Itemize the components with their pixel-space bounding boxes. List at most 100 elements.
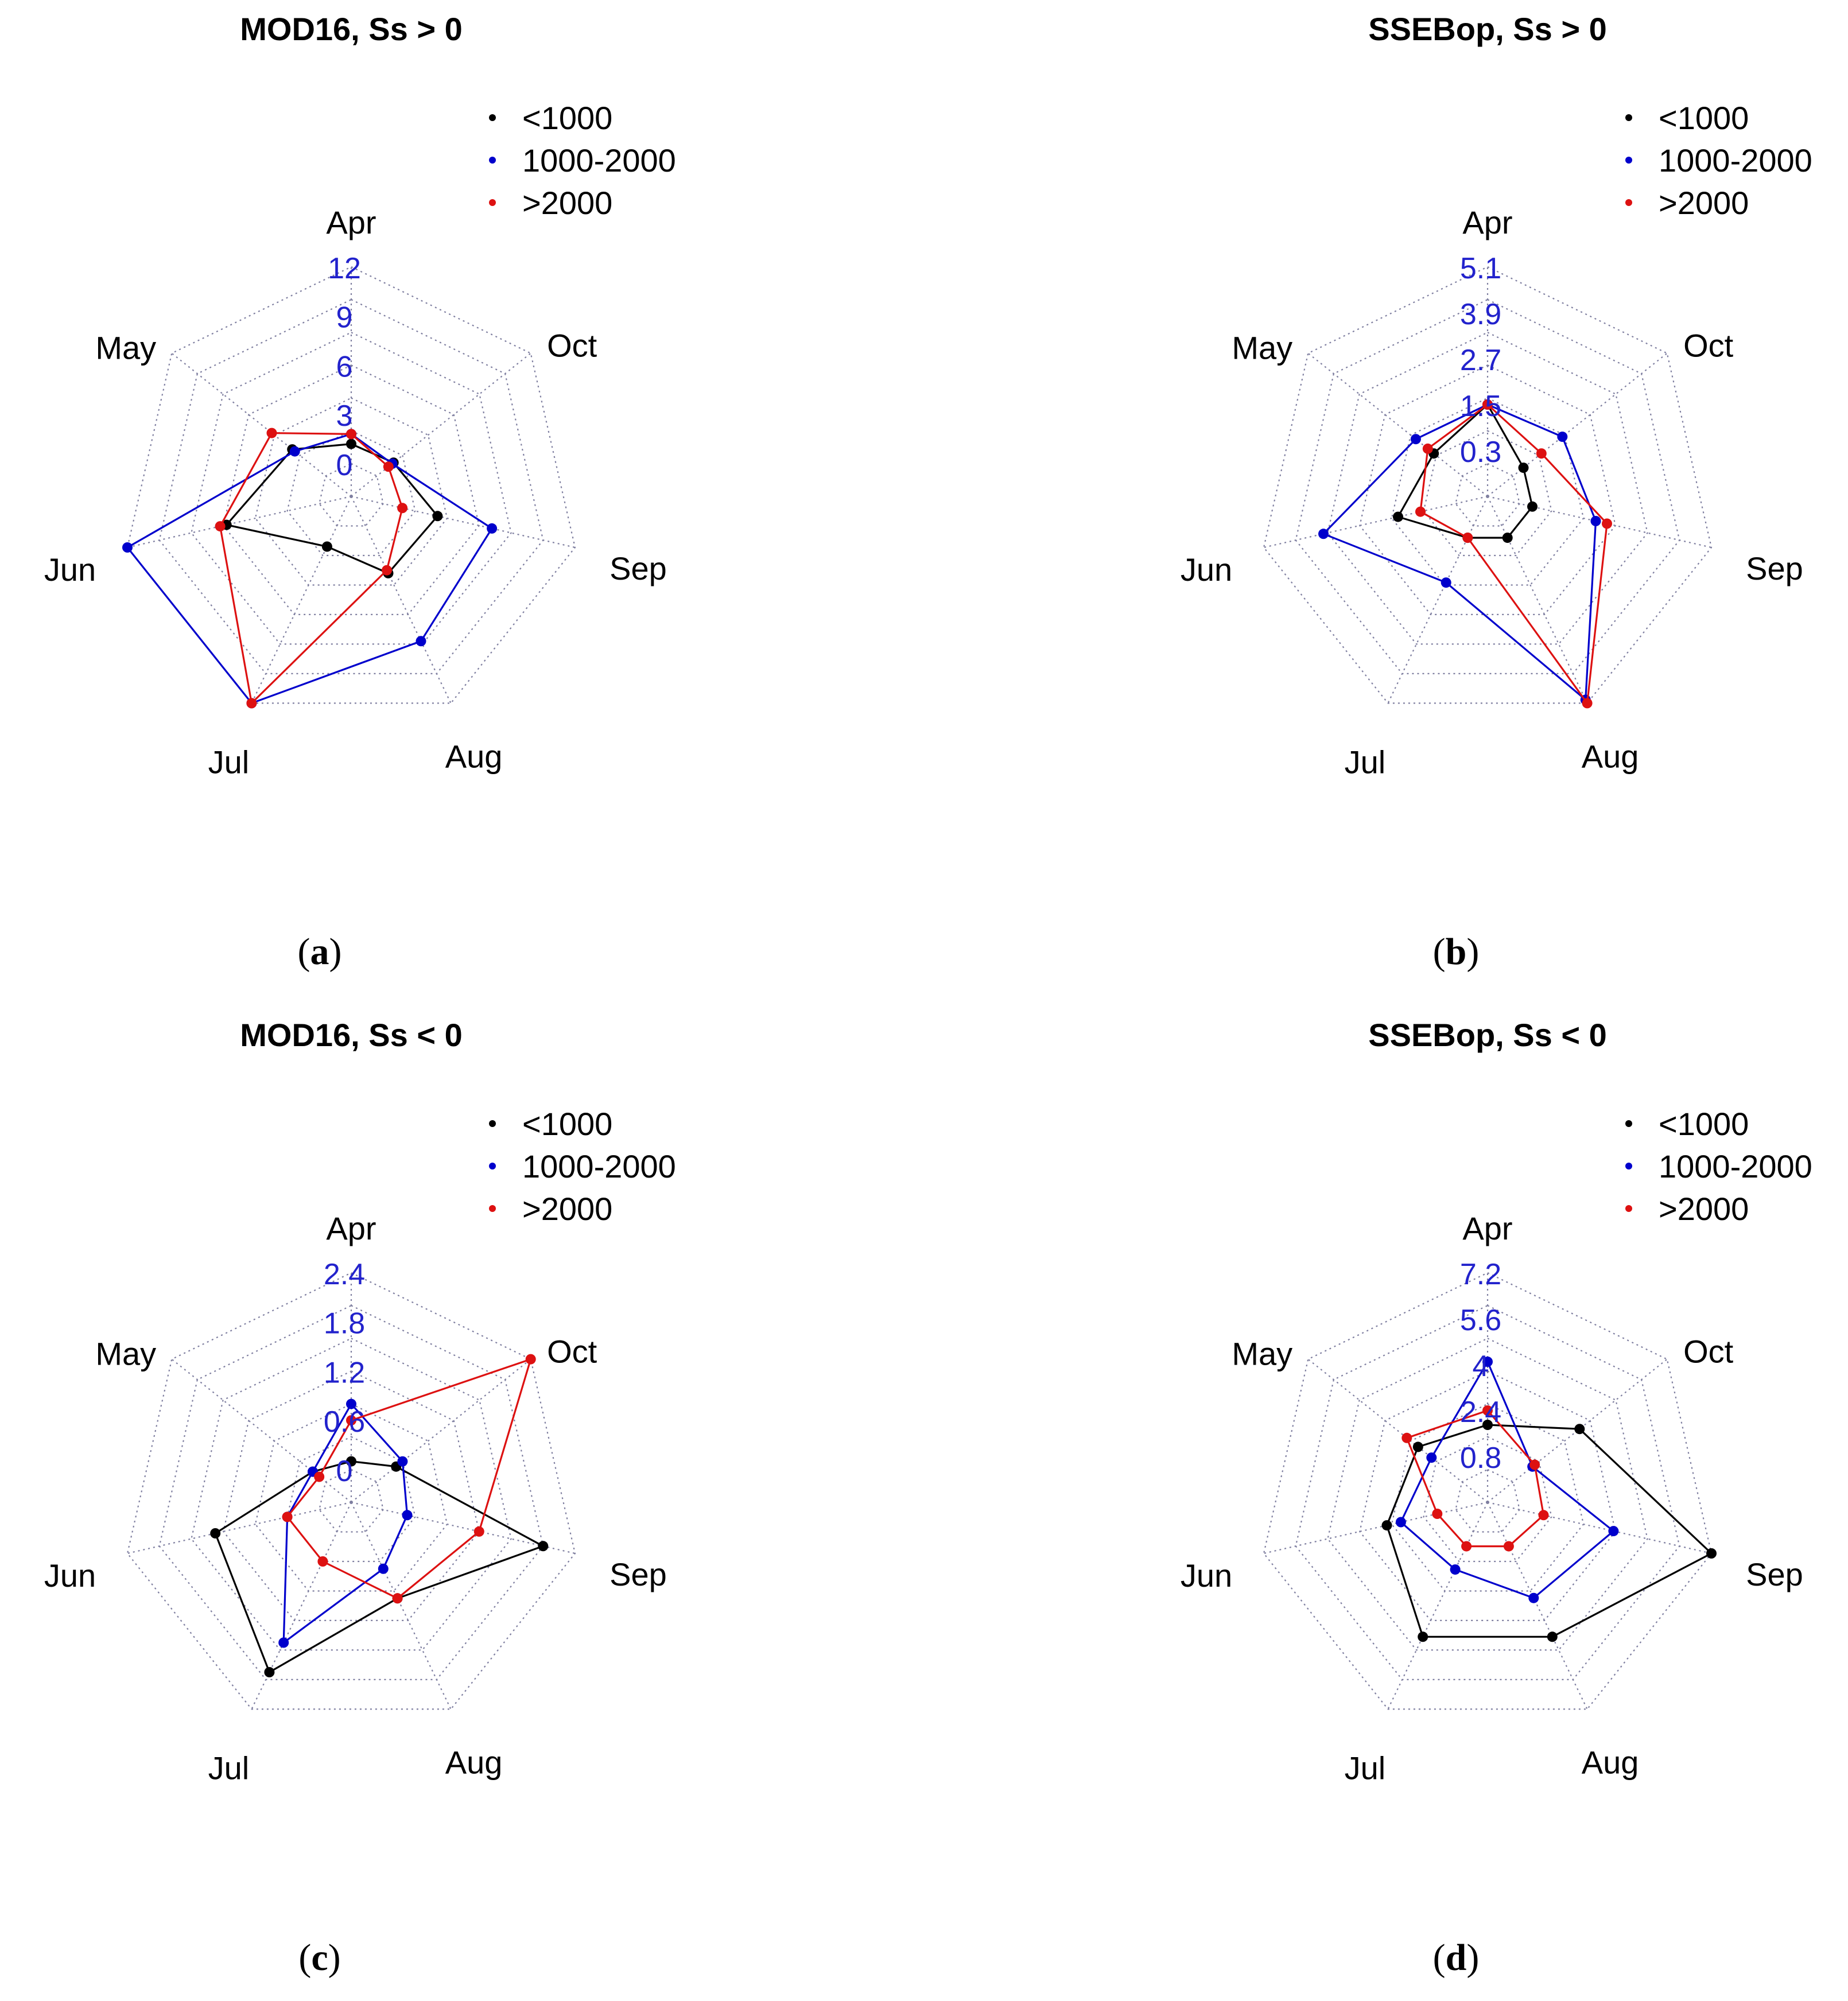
series-1 [278,1398,413,1648]
data-point [1401,1432,1412,1443]
legend-marker [489,1163,496,1169]
data-point [1482,1420,1493,1430]
data-point [1502,533,1513,543]
data-point [1529,1459,1540,1470]
panel-caption: (d) [1433,1937,1480,1979]
grid-ring [1327,332,1648,645]
axis-label-oct: Oct [547,328,597,364]
data-point [473,1526,484,1537]
data-point [1461,1541,1472,1552]
series-line [286,1358,533,1600]
tick-label: 5.6 [1460,1304,1501,1337]
grid-ring [1359,364,1616,616]
data-point [1426,1452,1437,1463]
data-point [1557,432,1568,442]
grid-spoke [251,496,352,704]
series-line [224,442,439,574]
grid-spoke [1263,495,1488,549]
grid-ring [1391,1403,1585,1592]
data-point [1503,1541,1514,1552]
panel-title: SSEBop, Ss > 0 [1368,11,1607,47]
legend-entry: 1000-2000 [522,142,676,178]
grid-spoke [351,495,576,549]
grid-spoke [171,1358,352,1503]
grid-spoke [1487,1502,1588,1709]
legend-marker [489,114,496,121]
data-point [278,1637,289,1648]
data-point [289,446,300,457]
data-point [346,1398,356,1409]
data-point [1706,1548,1717,1559]
data-point [1482,1405,1493,1416]
series-2 [1401,1405,1549,1552]
axis-label-may: May [1232,1336,1292,1372]
grid-spoke [351,352,531,497]
data-point [210,1528,221,1538]
series-line [1396,403,1533,539]
legend-entry: >2000 [522,185,612,221]
data-point [1547,1631,1558,1642]
tick-label: 3 [336,399,353,433]
series-1 [1318,399,1601,705]
data-point [397,503,408,514]
grid-spoke [1487,496,1588,704]
axis-label-jun: Jun [44,551,96,588]
tick-label: 0 [336,449,353,482]
series-line [1322,403,1597,702]
data-point [1528,1592,1539,1603]
series-line [219,432,403,705]
legend-entry: 1000-2000 [1659,1148,1812,1184]
legend-marker [1625,199,1632,206]
axis-label-may: May [95,330,156,366]
legend-marker [1625,157,1632,164]
data-point [346,1456,356,1467]
grid-spoke [351,1358,531,1503]
tick-label: 12 [328,252,361,285]
data-point [215,521,226,532]
data-point [1418,1631,1428,1642]
data-point [1441,577,1451,588]
data-point [1574,1424,1585,1435]
grid-ring [1391,397,1585,586]
axis-label-may: May [95,1336,156,1372]
data-point [383,461,394,472]
data-point [1415,506,1426,517]
axis-label-sep: Sep [1746,1556,1803,1592]
data-point [392,1593,403,1604]
data-point [1432,1509,1443,1519]
legend-entry: >2000 [1659,1191,1749,1227]
series-line [1419,403,1608,706]
grid-ring [1327,1338,1648,1651]
axis-label-sep: Sep [609,550,667,586]
series-line [126,433,494,705]
panel-caption: (a) [298,931,342,973]
legend-marker [1625,1163,1632,1169]
axis-label-oct: Oct [1683,1334,1734,1370]
grid-spoke [351,1502,452,1709]
grid-spoke [127,495,352,549]
tick-label: 2.4 [1460,1396,1501,1429]
tick-label: 3.9 [1460,298,1501,331]
data-point [1538,1510,1549,1521]
data-point [416,636,426,647]
data-point [1582,698,1593,709]
axis-label-aug: Aug [445,738,503,774]
data-point [1518,463,1529,473]
legend-marker [1625,1205,1632,1212]
axis-label-oct: Oct [547,1334,597,1370]
series-line [282,1402,409,1645]
legend-marker [1625,1120,1632,1127]
series-2 [282,1354,536,1604]
grid-spoke [351,496,452,704]
axis-label-apr: Apr [1462,1210,1512,1246]
axis-label-jun: Jun [44,1557,96,1594]
axis-label-aug: Aug [445,1744,503,1780]
tick-label: 0 [336,1455,353,1488]
data-point [538,1541,549,1552]
grid-ring [223,1370,480,1621]
data-point [346,438,356,449]
tick-label: 2.4 [324,1258,365,1291]
grid-ring [191,1338,512,1651]
axis-label-jul: Jul [1345,1750,1386,1786]
series-2 [1415,399,1612,709]
